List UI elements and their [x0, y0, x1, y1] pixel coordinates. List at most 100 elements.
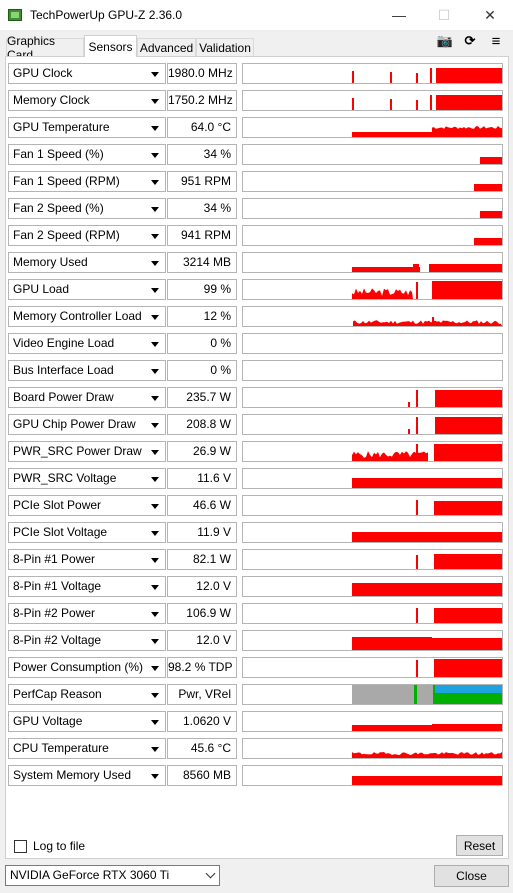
sensor-label[interactable]: GPU Temperature: [8, 117, 160, 138]
chevron-down-icon[interactable]: [146, 198, 166, 219]
chevron-down-icon[interactable]: [146, 252, 166, 273]
chevron-down-icon[interactable]: [146, 414, 166, 435]
sensor-label[interactable]: GPU Chip Power Draw: [8, 414, 160, 435]
log-to-file-checkbox[interactable]: [14, 839, 27, 853]
sensor-graph: [242, 171, 503, 192]
sensor-label[interactable]: PWR_SRC Power Draw: [8, 441, 160, 462]
sensor-label[interactable]: GPU Clock: [8, 63, 160, 84]
chevron-down-icon[interactable]: [146, 765, 166, 786]
chevron-down-icon[interactable]: [146, 387, 166, 408]
sensor-label[interactable]: System Memory Used: [8, 765, 160, 786]
chevron-down-icon[interactable]: [146, 576, 166, 597]
sensor-value: 8560 MB: [167, 765, 237, 786]
chevron-down-icon[interactable]: [146, 360, 166, 381]
sensor-value: 12.0 V: [167, 630, 237, 651]
sensor-row: Board Power Draw 235.7 W: [8, 387, 504, 410]
chevron-down-icon[interactable]: [146, 684, 166, 705]
sensor-label[interactable]: Fan 2 Speed (RPM): [8, 225, 160, 246]
chevron-down-icon[interactable]: [146, 279, 166, 300]
tab-graphics-card[interactable]: Graphics Card: [6, 34, 84, 62]
chevron-down-icon[interactable]: [146, 738, 166, 759]
sensor-row: Fan 2 Speed (RPM) 941 RPM: [8, 225, 504, 248]
sensor-graph: [242, 522, 503, 543]
sensor-label[interactable]: Fan 1 Speed (RPM): [8, 171, 160, 192]
chevron-down-icon[interactable]: [146, 630, 166, 651]
sensor-value: Pwr, VRel: [167, 684, 237, 705]
sensor-label[interactable]: Fan 1 Speed (%): [8, 144, 160, 165]
tab-advanced[interactable]: Advanced: [137, 38, 196, 56]
sensor-value: 82.1 W: [167, 549, 237, 570]
sensor-label[interactable]: Memory Clock: [8, 90, 160, 111]
window-title: TechPowerUp GPU-Z 2.36.0: [30, 8, 183, 22]
chevron-down-icon[interactable]: [146, 333, 166, 354]
reset-button[interactable]: Reset: [456, 835, 503, 856]
sensor-graph: [242, 603, 503, 624]
camera-icon[interactable]: 📷: [436, 33, 454, 48]
sensor-row: 8-Pin #1 Power 82.1 W: [8, 549, 504, 572]
sensor-value: 12 %: [167, 306, 237, 327]
chevron-down-icon[interactable]: [146, 441, 166, 462]
chevron-down-icon[interactable]: [146, 711, 166, 732]
sensor-label[interactable]: PCIe Slot Power: [8, 495, 160, 516]
sensor-label[interactable]: 8-Pin #1 Voltage: [8, 576, 160, 597]
sensor-label[interactable]: PWR_SRC Voltage: [8, 468, 160, 489]
chevron-down-icon[interactable]: [146, 522, 166, 543]
sensor-graph: [242, 441, 503, 462]
sensor-label[interactable]: 8-Pin #2 Power: [8, 603, 160, 624]
sensor-label[interactable]: GPU Load: [8, 279, 160, 300]
sensor-graph: [242, 306, 503, 327]
chevron-down-icon[interactable]: [146, 306, 166, 327]
sensor-label[interactable]: PerfCap Reason: [8, 684, 160, 705]
sensor-label[interactable]: 8-Pin #1 Power: [8, 549, 160, 570]
sensor-label[interactable]: Board Power Draw: [8, 387, 160, 408]
chevron-down-icon[interactable]: [146, 603, 166, 624]
chevron-down-icon[interactable]: [146, 171, 166, 192]
sensor-value: 34 %: [167, 144, 237, 165]
close-window-button[interactable]: ✕: [484, 6, 496, 23]
sensor-graph: [242, 333, 503, 354]
tab-sensors[interactable]: Sensors: [84, 35, 137, 57]
minimize-button[interactable]: —: [392, 7, 406, 23]
sensor-label[interactable]: 8-Pin #2 Voltage: [8, 630, 160, 651]
hamburger-menu-icon[interactable]: ≡: [491, 32, 501, 50]
sensor-label[interactable]: CPU Temperature: [8, 738, 160, 759]
sensor-row: Memory Controller Load 12 %: [8, 306, 504, 329]
sensor-label[interactable]: Memory Controller Load: [8, 306, 160, 327]
sensor-graph: [242, 387, 503, 408]
maximize-button[interactable]: ☐: [437, 6, 451, 23]
sensor-value: 11.6 V: [167, 468, 237, 489]
sensor-value: 3214 MB: [167, 252, 237, 273]
sensor-label[interactable]: PCIe Slot Voltage: [8, 522, 160, 543]
chevron-down-icon[interactable]: [146, 468, 166, 489]
sensor-value: 11.9 V: [167, 522, 237, 543]
sensor-value: 951 RPM: [167, 171, 237, 192]
chevron-down-icon[interactable]: [146, 225, 166, 246]
log-to-file-option[interactable]: Log to file: [14, 838, 85, 854]
sensor-value: 1980.0 MHz: [167, 63, 237, 84]
chevron-down-icon[interactable]: [146, 117, 166, 138]
chevron-down-icon[interactable]: [146, 657, 166, 678]
title-bar: TechPowerUp GPU-Z 2.36.0 — ☐ ✕: [0, 0, 513, 30]
sensor-graph: [242, 90, 503, 111]
sensor-label[interactable]: Memory Used: [8, 252, 160, 273]
tab-validation[interactable]: Validation: [196, 38, 254, 56]
sensor-row: PCIe Slot Voltage 11.9 V: [8, 522, 504, 545]
gpu-select-dropdown[interactable]: NVIDIA GeForce RTX 3060 Ti: [5, 865, 220, 886]
sensor-value: 26.9 W: [167, 441, 237, 462]
sensor-label[interactable]: Power Consumption (%): [8, 657, 160, 678]
sensor-label[interactable]: Fan 2 Speed (%): [8, 198, 160, 219]
chevron-down-icon[interactable]: [146, 549, 166, 570]
close-button[interactable]: Close: [434, 865, 509, 887]
chevron-down-icon[interactable]: [146, 144, 166, 165]
sensor-value: 45.6 °C: [167, 738, 237, 759]
refresh-icon[interactable]: ⟳: [464, 33, 476, 48]
sensor-graph: [242, 252, 503, 273]
chevron-down-icon[interactable]: [146, 495, 166, 516]
sensor-label[interactable]: GPU Voltage: [8, 711, 160, 732]
sensor-label[interactable]: Bus Interface Load: [8, 360, 160, 381]
sensor-row: Bus Interface Load 0 %: [8, 360, 504, 383]
chevron-down-icon[interactable]: [146, 63, 166, 84]
sensor-graph: [242, 360, 503, 381]
sensor-label[interactable]: Video Engine Load: [8, 333, 160, 354]
chevron-down-icon[interactable]: [146, 90, 166, 111]
